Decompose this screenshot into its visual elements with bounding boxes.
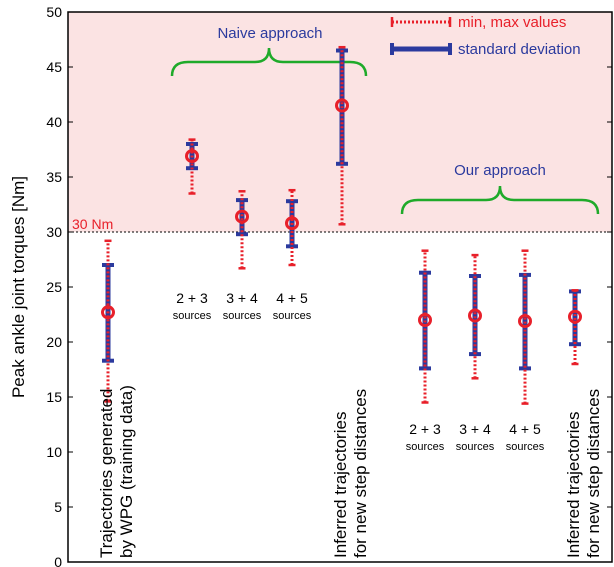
x-label-line: Inferred trajectories — [564, 412, 583, 558]
x-label-sub: sources — [506, 441, 545, 453]
x-label-vertical: Trajectories generatedby WPG (training d… — [97, 385, 136, 558]
mean-marker — [101, 305, 115, 320]
error-bar-3 — [285, 188, 299, 267]
x-label-title: 3 + 4 — [226, 290, 258, 306]
error-bar-0 — [101, 239, 115, 403]
y-tick-label: 20 — [46, 334, 62, 350]
error-bar-6 — [468, 253, 482, 380]
x-label-vertical: Inferred trajectoriesfor new step distan… — [564, 389, 603, 558]
x-label-line: Trajectories generated — [97, 389, 116, 558]
legend-minmax-label: min, max values — [458, 14, 566, 31]
error-bars — [101, 45, 582, 405]
mean-marker — [518, 314, 532, 329]
x-label-sub: sources — [456, 441, 495, 453]
y-tick-label: 50 — [46, 4, 62, 20]
mean-marker — [568, 309, 582, 324]
x-label-title: 2 + 3 — [409, 421, 441, 437]
threshold-label: 30 Nm — [72, 216, 113, 232]
y-tick-label: 15 — [46, 389, 62, 405]
group-label-ours: Our approach — [454, 162, 546, 179]
mean-marker — [418, 313, 432, 327]
x-label-sub: sources — [173, 310, 212, 322]
y-tick-label: 10 — [46, 444, 62, 460]
legend: min, max values standard deviation — [390, 14, 581, 58]
x-label-title: 3 + 4 — [459, 421, 491, 437]
group-brackets — [170, 47, 600, 215]
y-tick-label: 40 — [46, 114, 62, 130]
mean-marker — [285, 216, 299, 231]
x-label-sub: sources — [223, 310, 262, 322]
y-tick-label: 0 — [54, 554, 62, 567]
x-label-line: by WPG (training data) — [117, 385, 136, 558]
x-label-sub: sources — [273, 310, 312, 322]
y-tick-label: 5 — [54, 499, 62, 515]
y-ticks: 0 5 10 15 20 25 30 35 40 45 50 — [46, 4, 612, 567]
error-bar-1 — [185, 138, 199, 195]
plot-frame — [67, 11, 613, 563]
mean-marker — [235, 209, 249, 224]
ours-bracket — [400, 185, 600, 215]
naive-bracket — [170, 47, 368, 77]
group-label-naive: Naive approach — [217, 25, 322, 42]
legend-std-label: standard deviation — [458, 41, 581, 58]
error-bar-2 — [235, 190, 249, 270]
x-label-title: 4 + 5 — [276, 290, 308, 306]
mean-marker — [185, 149, 199, 164]
mean-marker — [468, 308, 482, 323]
error-bar-8 — [568, 289, 582, 366]
x-label-title: 2 + 3 — [176, 290, 208, 306]
x-label-line: Inferred trajectories — [331, 412, 350, 558]
x-label-title: 4 + 5 — [509, 421, 541, 437]
y-axis-label: Peak ankle joint torques [Nm] — [9, 176, 28, 398]
x-label-vertical: Inferred trajectoriesfor new step distan… — [331, 389, 370, 558]
x-labels: Trajectories generatedby WPG (training d… — [97, 290, 603, 558]
x-label-sub: sources — [406, 441, 445, 453]
error-bar-5 — [418, 249, 432, 404]
y-tick-label: 35 — [46, 169, 62, 185]
y-tick-label: 30 — [46, 224, 62, 240]
error-bar-4 — [335, 45, 349, 226]
mean-marker — [335, 98, 349, 113]
x-label-line: for new step distances — [351, 389, 370, 558]
error-bar-7 — [518, 249, 532, 405]
x-label-line: for new step distances — [584, 389, 603, 558]
y-tick-label: 45 — [46, 59, 62, 75]
y-tick-label: 25 — [46, 279, 62, 295]
